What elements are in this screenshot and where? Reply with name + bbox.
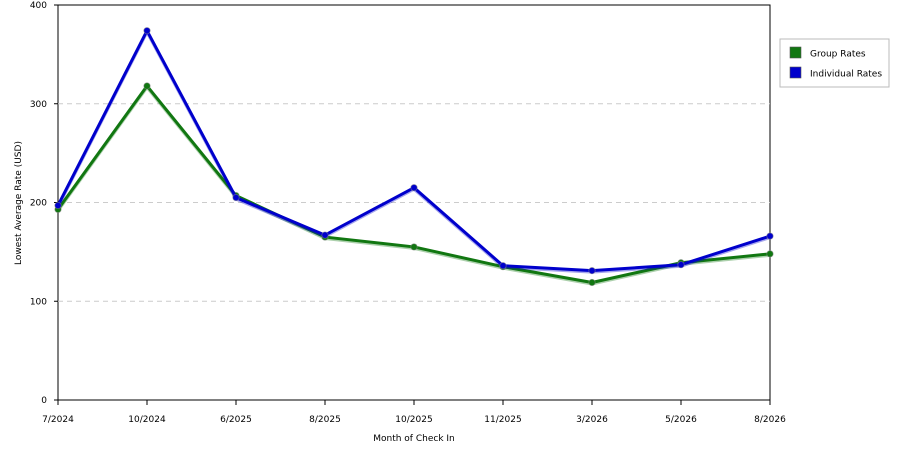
x-tick-label: 10/2024 — [128, 415, 166, 425]
axes: 0 100 200 300 400 7/2024 10/2024 6/2025 8/2025 10… — [30, 1, 786, 425]
x-tick-label: 7/2024 — [42, 415, 74, 425]
data-point — [766, 232, 774, 240]
y-axis-title: Lowest Average Rate (USD) — [14, 141, 24, 265]
y-tick-label: 400 — [30, 1, 47, 11]
x-tick-label: 8/2025 — [309, 415, 341, 425]
x-tick-label: 3/2026 — [576, 415, 608, 425]
data-point — [143, 82, 151, 90]
data-point — [143, 27, 151, 35]
data-point — [588, 267, 596, 275]
x-tick-label: 8/2026 — [754, 415, 786, 425]
x-tick-label: 11/2025 — [484, 415, 521, 425]
grid-lines — [58, 103, 770, 302]
data-point — [410, 243, 418, 251]
series-group-rates — [54, 82, 774, 287]
series-individual-rates — [54, 27, 774, 275]
data-point — [766, 250, 774, 258]
y-tick-label: 300 — [30, 100, 47, 110]
legend-swatch — [789, 66, 802, 79]
y-tick-label: 100 — [30, 297, 47, 307]
legend: Group Rates Individual Rates — [779, 38, 890, 88]
data-point — [321, 231, 329, 239]
legend-swatch — [789, 46, 802, 59]
x-tick-label: 5/2026 — [665, 415, 697, 425]
legend-label: Group Rates — [810, 50, 866, 60]
y-tick-label: 200 — [30, 199, 47, 209]
x-tick-label: 10/2025 — [395, 415, 432, 425]
series-lines — [54, 27, 774, 287]
data-point — [499, 262, 507, 270]
data-point — [410, 184, 418, 192]
data-point — [677, 261, 685, 269]
legend-box — [779, 38, 890, 88]
x-tick-label: 6/2025 — [220, 415, 252, 425]
x-axis-title: Month of Check In — [373, 434, 455, 444]
data-point — [232, 193, 240, 202]
y-tick-label: 0 — [41, 396, 47, 406]
data-point — [54, 201, 62, 210]
legend-label: Individual Rates — [810, 70, 882, 80]
data-point — [588, 278, 596, 287]
